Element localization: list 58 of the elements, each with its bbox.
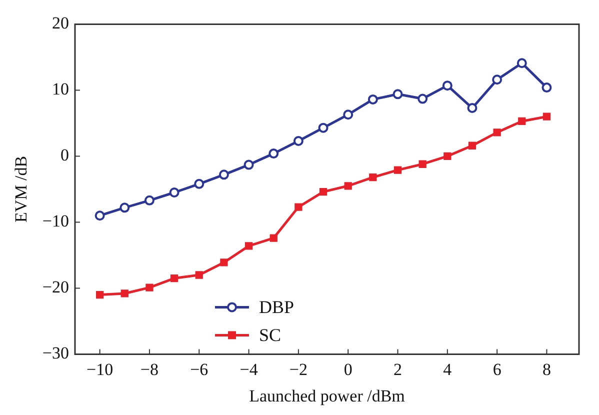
- y-axis-title: EVM /dB: [12, 156, 31, 222]
- point: [467, 103, 478, 114]
- legend-label: DBP: [258, 296, 294, 317]
- point: [468, 142, 476, 150]
- point: [442, 80, 452, 91]
- y-tick-label: −10: [42, 212, 69, 231]
- x-tick-label: 2: [394, 360, 402, 379]
- point: [120, 290, 128, 298]
- point: [244, 242, 253, 250]
- x-tick-label: −8: [140, 360, 159, 379]
- point: [319, 188, 328, 196]
- point: [96, 290, 104, 299]
- point: [493, 128, 501, 136]
- point: [293, 136, 304, 146]
- y-tick-label: −30: [42, 344, 69, 363]
- point: [542, 112, 551, 120]
- x-tick-label: 0: [344, 360, 352, 379]
- x-axis-title: Launched power /dBm: [249, 386, 405, 406]
- y-tick-label: 10: [52, 80, 69, 99]
- x-tick-label: −4: [240, 360, 258, 379]
- point: [418, 160, 426, 168]
- y-tick-label: 0: [60, 146, 69, 165]
- x-tick-label: 4: [443, 360, 452, 379]
- x-tick-label: 6: [492, 360, 502, 379]
- point: [343, 110, 354, 120]
- point: [444, 152, 452, 160]
- point: [392, 89, 403, 100]
- point: [120, 202, 130, 213]
- point: [195, 271, 203, 279]
- point: [220, 258, 228, 266]
- point: [244, 160, 254, 170]
- point: [369, 173, 377, 182]
- point: [146, 284, 154, 292]
- y-tick-label: 20: [52, 14, 69, 33]
- point: [294, 203, 302, 211]
- point: [344, 182, 352, 190]
- x-tick-label: −2: [289, 360, 308, 379]
- point: [270, 234, 278, 242]
- point: [169, 188, 180, 198]
- point: [94, 210, 105, 221]
- x-tick-label: −10: [86, 360, 114, 379]
- point: [218, 170, 229, 180]
- legend-label: SC: [258, 324, 282, 345]
- y-tick-label: −20: [42, 278, 69, 297]
- point: [542, 82, 552, 93]
- x-tick-label: −6: [190, 360, 208, 379]
- point: [516, 58, 527, 68]
- point: [194, 178, 204, 189]
- point: [144, 195, 154, 206]
- point: [268, 148, 279, 159]
- point: [518, 117, 526, 126]
- point: [394, 166, 402, 174]
- x-tick-label: 8: [542, 360, 551, 379]
- point: [318, 122, 328, 133]
- point: [492, 74, 502, 85]
- point: [418, 94, 428, 104]
- point: [170, 274, 178, 282]
- point: [368, 94, 378, 104]
